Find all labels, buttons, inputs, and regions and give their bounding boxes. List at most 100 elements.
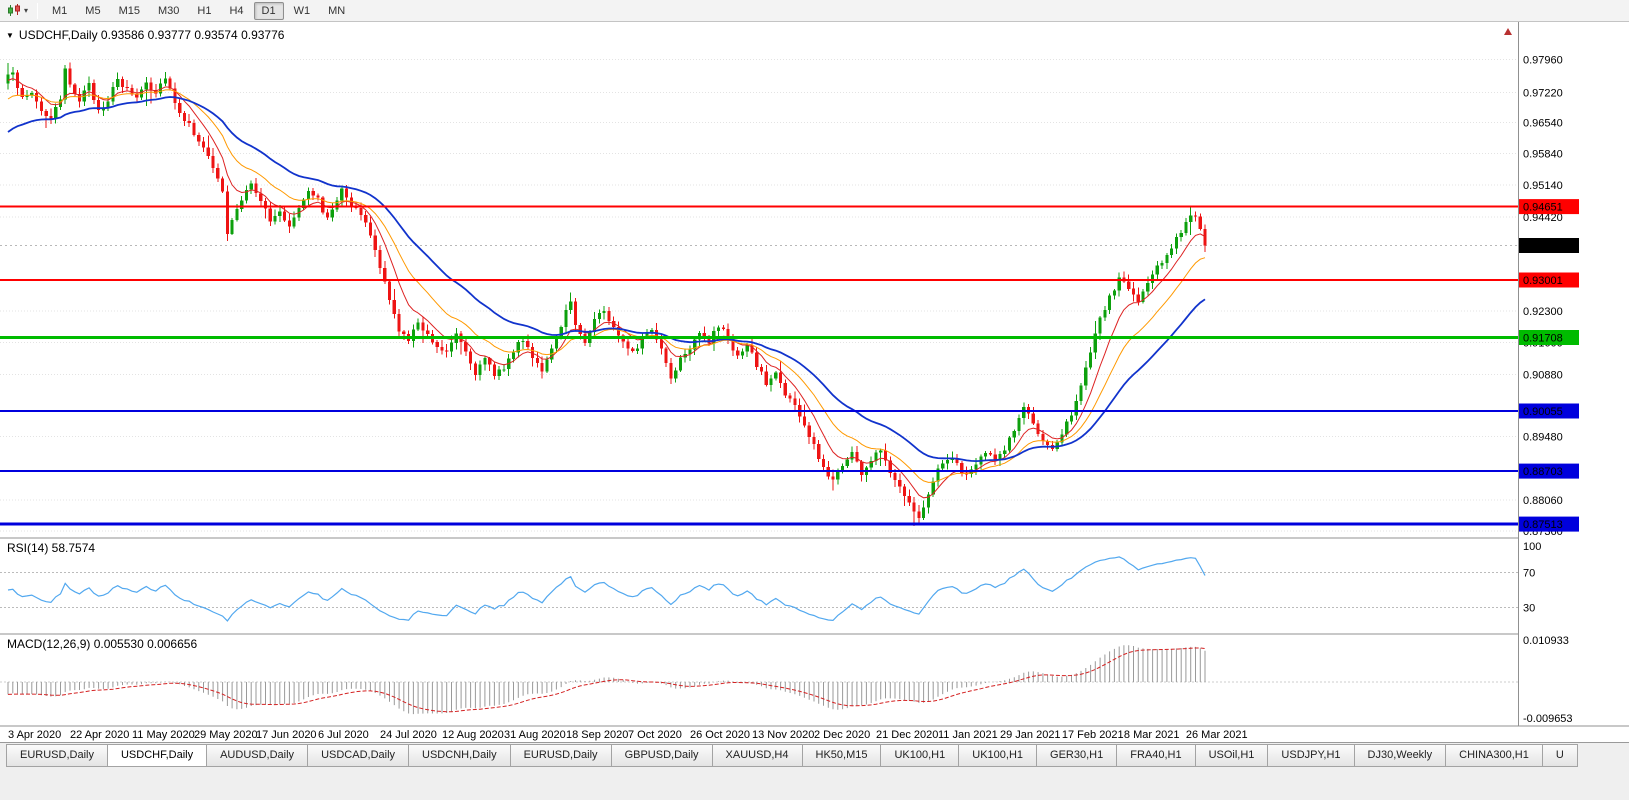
- top-toolbar: ▾ M1 M5 M15 M30 H1 H4 D1 W1 MN: [0, 0, 1629, 22]
- rsi-line: [7, 556, 1206, 622]
- chart-window[interactable]: 0.97960 0.97220 0.96540 0.95840 0.95140 0.944…: [0, 22, 1629, 742]
- timeframe-button-m15[interactable]: M15: [118, 4, 140, 17]
- timeframe-button-d1[interactable]: D1: [253, 1, 284, 20]
- timeframe-button-m1[interactable]: M1: [52, 4, 68, 17]
- svg-text:100: 100: [1523, 541, 1541, 553]
- toolbar-separator: [37, 2, 39, 19]
- chart-tab-ger30-h1[interactable]: GER30,H1: [1036, 744, 1118, 767]
- price-badge-0.88703: [1519, 463, 1579, 479]
- svg-text:0.88703: 0.88703: [1523, 466, 1563, 478]
- chart-tab-dj30-weekly[interactable]: DJ30,Weekly: [1353, 744, 1447, 767]
- chart-tab-uk100-h1[interactable]: UK100,H1: [958, 744, 1038, 767]
- svg-text:-0.009653: -0.009653: [1523, 713, 1573, 725]
- panel-separators: [0, 22, 1629, 727]
- chart-tab-audusd-daily[interactable]: AUDUSD,Daily: [206, 744, 309, 767]
- svg-text:0.97220: 0.97220: [1523, 87, 1563, 99]
- moving-averages-layer: [7, 78, 1206, 499]
- ma-mid-orange: [7, 89, 1206, 483]
- svg-text:22 Apr 2020: 22 Apr 2020: [70, 729, 129, 741]
- rsi-indicator-layer: [7, 556, 1206, 622]
- chart-tab-eurusd-daily[interactable]: EURUSD,Daily: [509, 744, 612, 767]
- candles-layer: [6, 62, 1207, 526]
- price-chart[interactable]: 0.97960 0.97220 0.96540 0.95840 0.95140 0.944…: [0, 22, 1629, 742]
- svg-text:8 Mar 2021: 8 Mar 2021: [1124, 729, 1180, 741]
- svg-text:26 Oct 2020: 26 Oct 2020: [690, 729, 750, 741]
- svg-text:0.87513: 0.87513: [1523, 519, 1563, 531]
- svg-text:0.010933: 0.010933: [1523, 635, 1569, 647]
- timeframe-toolbar: M1 M5 M15 M30 H1 H4 D1 W1 MN: [43, 1, 354, 20]
- timeframe-button-m5[interactable]: M5: [85, 4, 101, 17]
- chart-tab-u[interactable]: U: [1541, 744, 1578, 767]
- chart-tab-hk50-m15[interactable]: HK50,M15: [801, 744, 882, 767]
- down-candles: [15, 68, 1207, 518]
- svg-text:29 May 2020: 29 May 2020: [194, 729, 258, 741]
- chart-type-button[interactable]: ▾: [3, 3, 32, 18]
- svg-text:13 Nov 2020: 13 Nov 2020: [752, 729, 814, 741]
- svg-text:0.90055: 0.90055: [1523, 406, 1563, 418]
- svg-text:0.94420: 0.94420: [1523, 212, 1563, 224]
- chart-tab-xauusd-h4[interactable]: XAUUSD,H4: [711, 744, 803, 767]
- svg-text:0.95840: 0.95840: [1523, 149, 1563, 161]
- chart-tabs-bar: EURUSD,Daily USDCHF,Daily AUDUSD,Daily USDC…: [0, 742, 1629, 800]
- svg-text:30: 30: [1523, 603, 1535, 615]
- timeframe-button-h1[interactable]: H1: [197, 4, 212, 17]
- svg-text:0.92300: 0.92300: [1523, 306, 1563, 318]
- price-axis[interactable]: 0.97960 0.97220 0.96540 0.95840 0.95140 0.944…: [1519, 22, 1629, 725]
- timeframe-button-h4[interactable]: H4: [229, 4, 244, 17]
- price-badge-0.93776: [1519, 238, 1579, 253]
- chart-tabs: EURUSD,Daily USDCHF,Daily AUDUSD,Daily USDC…: [0, 743, 1629, 768]
- svg-text:0.89480: 0.89480: [1523, 432, 1563, 444]
- chart-tab-uk100-h1[interactable]: UK100,H1: [880, 744, 960, 767]
- svg-text:0.88060: 0.88060: [1523, 495, 1563, 507]
- svg-text:0.91708: 0.91708: [1523, 333, 1563, 345]
- timeframe-button-mn[interactable]: MN: [328, 4, 346, 17]
- chart-tab-china300-h1[interactable]: CHINA300,H1: [1445, 744, 1543, 767]
- svg-text:3 Apr 2020: 3 Apr 2020: [8, 729, 61, 741]
- chart-shift-marker-icon[interactable]: [1504, 28, 1512, 35]
- svg-text:18 Sep 2020: 18 Sep 2020: [566, 729, 628, 741]
- price-badge-0.87513: [1519, 516, 1579, 532]
- svg-text:6 Jul 2020: 6 Jul 2020: [318, 729, 369, 741]
- rsi-label: RSI(14) 58.7574: [7, 541, 96, 555]
- chart-tab-fra40-h1[interactable]: FRA40,H1: [1116, 744, 1196, 767]
- svg-text:26 Mar 2021: 26 Mar 2021: [1186, 729, 1248, 741]
- chart-header: ▼ USDCHF,Daily 0.93586 0.93777 0.93574 0.…: [6, 28, 284, 42]
- svg-text:0.94651: 0.94651: [1523, 202, 1563, 214]
- svg-text:0.93001: 0.93001: [1523, 275, 1563, 287]
- ma-fast-red: [7, 78, 1206, 499]
- time-axis[interactable]: 3 Apr 2020 22 Apr 2020 11 May 2020 29 May 2…: [8, 729, 1248, 741]
- timeframe-button-w1[interactable]: W1: [293, 4, 311, 17]
- chevron-down-icon: ▾: [24, 6, 29, 15]
- ma-slow-blue: [7, 96, 1206, 463]
- chart-tab-gbpusd-daily[interactable]: GBPUSD,Daily: [610, 744, 713, 767]
- price-badge-0.91708: [1519, 330, 1579, 345]
- svg-text:11 May 2020: 11 May 2020: [132, 729, 195, 741]
- timeframe-button-m30[interactable]: M30: [157, 4, 180, 17]
- svg-text:7 Oct 2020: 7 Oct 2020: [628, 729, 682, 741]
- svg-text:29 Jan 2021: 29 Jan 2021: [1000, 729, 1061, 741]
- svg-text:0.96540: 0.96540: [1523, 118, 1563, 130]
- svg-text:21 Dec 2020: 21 Dec 2020: [876, 729, 938, 741]
- up-candles: [6, 68, 1193, 518]
- svg-text:24 Jul 2020: 24 Jul 2020: [380, 729, 437, 741]
- svg-text:2 Dec 2020: 2 Dec 2020: [814, 729, 870, 741]
- horizontal-lines-layer[interactable]: [0, 205, 1518, 526]
- svg-text:0.97960: 0.97960: [1523, 54, 1563, 66]
- svg-text:70: 70: [1523, 567, 1535, 579]
- price-badge-0.93001: [1519, 272, 1579, 288]
- svg-text:12 Aug 2020: 12 Aug 2020: [442, 729, 504, 741]
- chart-tab-usoil-h1[interactable]: USOil,H1: [1194, 744, 1269, 767]
- chart-tab-usdjpy-h1[interactable]: USDJPY,H1: [1267, 744, 1355, 767]
- macd-histogram: [7, 645, 1206, 715]
- grid-layer: [0, 58, 1518, 683]
- chart-tab-usdchf-daily[interactable]: USDCHF,Daily: [106, 744, 208, 767]
- chart-tab-usdcad-daily[interactable]: USDCAD,Daily: [307, 744, 410, 767]
- price-badge-0.94651: [1519, 199, 1579, 215]
- price-badge-0.90055: [1519, 403, 1579, 419]
- svg-text:31 Aug 2020: 31 Aug 2020: [504, 729, 566, 741]
- ohlc-readout: USDCHF,Daily 0.93586 0.93777 0.93574 0.9…: [18, 28, 285, 42]
- chart-tab-eurusd-daily[interactable]: EURUSD,Daily: [6, 744, 108, 767]
- svg-text:0.95140: 0.95140: [1523, 180, 1563, 192]
- chart-tab-usdcnh-daily[interactable]: USDCNH,Daily: [408, 744, 511, 767]
- chart-menu-icon[interactable]: ▼: [6, 31, 14, 40]
